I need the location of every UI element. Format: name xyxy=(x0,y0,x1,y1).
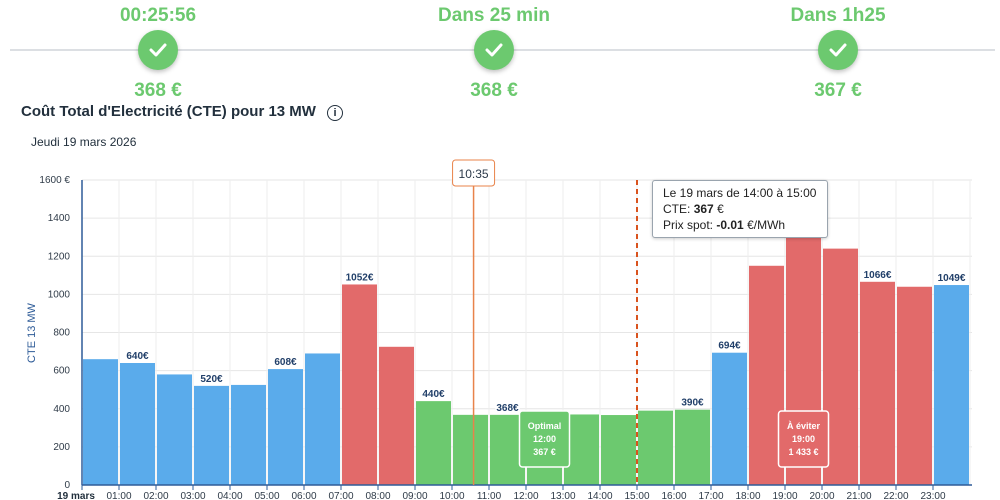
x-tick-label: 08:00 xyxy=(365,491,390,500)
x-tick-label: 03:00 xyxy=(180,491,205,500)
x-tick-label: 18:00 xyxy=(735,491,760,500)
x-tick-label: 19:00 xyxy=(772,491,797,500)
bar-08 xyxy=(379,346,414,485)
step-3-time: Dans 1h25 xyxy=(790,5,886,26)
step-1-time: 00:25:56 xyxy=(119,5,197,26)
x-tick-label: 13:00 xyxy=(550,491,575,500)
bar-value-label: 608€ xyxy=(274,357,297,368)
bar-21 xyxy=(860,281,895,485)
x-tick-label: 05:00 xyxy=(254,491,279,500)
y-tick-label: 200 xyxy=(53,442,70,453)
bar-00 xyxy=(83,359,118,485)
y-axis-title: CTE 13 MW xyxy=(26,302,38,363)
tooltip-spot-value: -0.01 xyxy=(716,218,744,232)
tooltip-spot-label: Prix spot: xyxy=(663,218,714,232)
step-3-price: 367 € xyxy=(814,80,862,101)
y-tick-label: 1200 xyxy=(48,251,71,262)
y-tick-label: 400 xyxy=(53,404,70,415)
x-tick-label: 07:00 xyxy=(328,491,353,500)
tooltip-spot-unit: €/MWh xyxy=(747,218,786,232)
avoid-callout-box xyxy=(777,410,830,468)
x-tick-label: 21:00 xyxy=(846,491,871,500)
x-tick-label: 22:00 xyxy=(883,491,908,500)
bar-01 xyxy=(120,363,155,485)
x-tick-label: 15:00 xyxy=(624,491,649,500)
x-tick-label: 11:00 xyxy=(477,491,502,500)
step-1-price: 368 € xyxy=(134,80,182,101)
optimal-callout-time: 12:00 xyxy=(533,434,556,444)
tooltip-spot-line: Prix spot: -0.01 €/MWh xyxy=(663,217,827,233)
bar-value-label: 694€ xyxy=(718,341,741,352)
avoid-callout-title: À éviter xyxy=(787,421,821,431)
bar-14 xyxy=(601,415,636,485)
x-tick-label: 17:00 xyxy=(698,491,723,500)
x-tick-label: 04:00 xyxy=(217,491,242,500)
step-2-price: 368 € xyxy=(470,80,518,101)
optimal-callout-value: 367 € xyxy=(533,447,556,457)
now-marker-box xyxy=(452,159,496,187)
optimal-callout-box xyxy=(518,410,571,468)
x-tick-label: 12:00 xyxy=(513,491,538,500)
tooltip-cte-line: CTE: 367 € xyxy=(663,201,827,217)
bar-05 xyxy=(268,369,303,485)
bar-value-label: 390€ xyxy=(681,398,704,409)
x-tick-label: 01:00 xyxy=(106,491,131,500)
bar-value-label: 1052€ xyxy=(346,272,374,283)
bar-value-label: 1049€ xyxy=(938,273,966,284)
x-tick-label: 16:00 xyxy=(661,491,686,500)
chart-date: Jeudi 19 mars 2026 xyxy=(31,135,137,149)
step-2-time: Dans 25 min xyxy=(438,5,550,26)
step-2-check-icon[interactable] xyxy=(474,30,514,70)
bar-04 xyxy=(231,384,266,485)
step-1-check-icon[interactable] xyxy=(138,30,178,70)
bar-value-label: 440€ xyxy=(422,389,445,400)
y-tick-label: 0 xyxy=(64,480,70,491)
avoid-callout-value: 1 433 € xyxy=(788,447,818,457)
bar-value-label: 368€ xyxy=(496,403,519,414)
bar-16 xyxy=(675,409,710,485)
avoid-callout-time: 19:00 xyxy=(792,434,815,444)
tooltip-header: Le 19 mars de 14:00 à 15:00 xyxy=(663,186,817,200)
y-tick-label: 1400 xyxy=(48,213,71,224)
bar-02 xyxy=(157,374,192,485)
bar-07 xyxy=(342,284,377,485)
optimal-callout-title: Optimal xyxy=(528,421,562,431)
x-tick-label: 06:00 xyxy=(291,491,316,500)
bar-03 xyxy=(194,385,229,485)
x-tick-label: 23:00 xyxy=(920,491,945,500)
info-icon[interactable]: i xyxy=(327,105,343,121)
y-tick-label: 1600 € xyxy=(39,175,70,186)
bar-17 xyxy=(712,352,747,485)
step-3-check-icon[interactable] xyxy=(818,30,858,70)
x-tick-label: 02:00 xyxy=(143,491,168,500)
x-tick-label: 14:00 xyxy=(587,491,612,500)
bar-09 xyxy=(416,401,451,485)
x-tick-label: 09:00 xyxy=(402,491,427,500)
now-marker-label: 10:35 xyxy=(459,167,489,181)
bar-22 xyxy=(897,286,932,485)
y-tick-label: 600 xyxy=(53,366,70,377)
x-tick-label: 19 mars xyxy=(57,491,95,500)
bar-10 xyxy=(453,414,488,485)
bar-23 xyxy=(934,285,969,485)
bar-value-label: 1066€ xyxy=(864,270,892,281)
chart-title: Coût Total d'Electricité (CTE) pour 13 M… xyxy=(21,103,316,120)
y-tick-label: 1000 xyxy=(48,289,71,300)
bar-value-label: 520€ xyxy=(200,374,223,385)
y-tick-label: 800 xyxy=(53,328,70,339)
x-tick-label: 20:00 xyxy=(809,491,834,500)
x-tick-label: 10:00 xyxy=(439,491,464,500)
bar-15 xyxy=(638,410,673,485)
tooltip-cte-label: CTE: xyxy=(663,202,691,216)
tooltip-cte-unit: € xyxy=(717,202,724,216)
bar-06 xyxy=(305,353,340,485)
bar-value-label: 640€ xyxy=(126,351,149,362)
bar-tooltip: Le 19 mars de 14:00 à 15:00 CTE: 367 € P… xyxy=(652,180,828,238)
tooltip-cte-value: 367 xyxy=(693,202,714,216)
